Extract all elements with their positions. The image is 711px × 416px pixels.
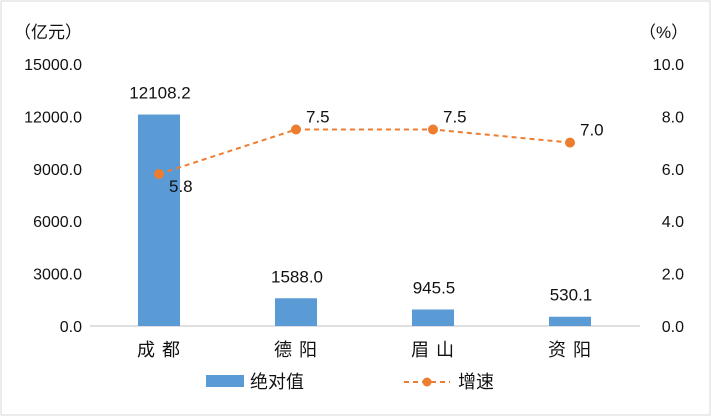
right-tick-label: 0.0 bbox=[662, 319, 684, 336]
growth-line bbox=[158, 128, 571, 175]
growth-point bbox=[291, 124, 301, 135]
bar-value-label: 945.5 bbox=[413, 278, 456, 297]
bar bbox=[138, 114, 180, 327]
legend-bar-swatch bbox=[206, 375, 244, 387]
left-axis-unit: （亿元） bbox=[14, 23, 82, 42]
bar bbox=[412, 309, 454, 326]
growth-value-label: 7.0 bbox=[580, 121, 604, 140]
category-label: 成 都 bbox=[137, 340, 181, 360]
growth-value-label: 7.5 bbox=[443, 108, 467, 127]
left-tick-label: 12000.0 bbox=[24, 109, 82, 126]
legend-line-marker bbox=[422, 377, 432, 387]
left-tick-label: 9000.0 bbox=[33, 162, 82, 179]
right-tick-label: 10.0 bbox=[653, 57, 684, 74]
category-labels: 成 都德 阳眉 山资 阳 bbox=[137, 340, 592, 360]
left-axis-ticks: 0.0 3000.0 6000.0 9000.0 12000.0 15000.0 bbox=[24, 57, 82, 336]
category-label: 资 阳 bbox=[548, 340, 592, 360]
right-axis-ticks: 0.0 2.0 4.0 6.0 8.0 10.0 bbox=[653, 57, 684, 336]
growth-point bbox=[154, 169, 164, 180]
bar-series bbox=[138, 114, 591, 327]
line-data-labels: 5.8 7.5 7.5 7.0 bbox=[169, 108, 604, 197]
left-tick-label: 0.0 bbox=[60, 319, 82, 336]
bar bbox=[549, 316, 591, 326]
left-tick-label: 6000.0 bbox=[33, 214, 82, 231]
right-tick-label: 4.0 bbox=[662, 214, 684, 231]
right-tick-label: 8.0 bbox=[662, 109, 684, 126]
bar bbox=[275, 298, 317, 326]
bar-value-label: 1588.0 bbox=[271, 267, 323, 286]
growth-point bbox=[565, 137, 575, 148]
line-series bbox=[154, 124, 575, 180]
category-label: 德 阳 bbox=[274, 340, 318, 360]
bar-value-label: 12108.2 bbox=[129, 84, 190, 103]
legend-line-label: 增速 bbox=[458, 372, 494, 392]
legend: 绝对值 增速 bbox=[206, 372, 494, 392]
left-tick-label: 15000.0 bbox=[24, 57, 82, 74]
right-axis-unit: （%） bbox=[639, 23, 688, 42]
growth-value-label: 7.5 bbox=[306, 108, 330, 127]
growth-value-label: 5.8 bbox=[169, 177, 193, 196]
bar-data-labels: 12108.2 1588.0 945.5 530.1 bbox=[129, 84, 592, 305]
category-label: 眉 山 bbox=[411, 340, 455, 360]
legend-bar-label: 绝对值 bbox=[250, 372, 304, 392]
growth-point bbox=[428, 124, 438, 135]
left-tick-label: 3000.0 bbox=[33, 267, 82, 284]
right-tick-label: 6.0 bbox=[662, 162, 684, 179]
bar-value-label: 530.1 bbox=[550, 286, 593, 305]
right-tick-label: 2.0 bbox=[662, 267, 684, 284]
